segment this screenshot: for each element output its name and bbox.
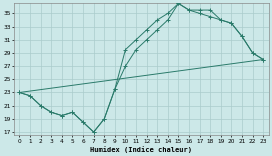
X-axis label: Humidex (Indice chaleur): Humidex (Indice chaleur) — [90, 146, 192, 153]
